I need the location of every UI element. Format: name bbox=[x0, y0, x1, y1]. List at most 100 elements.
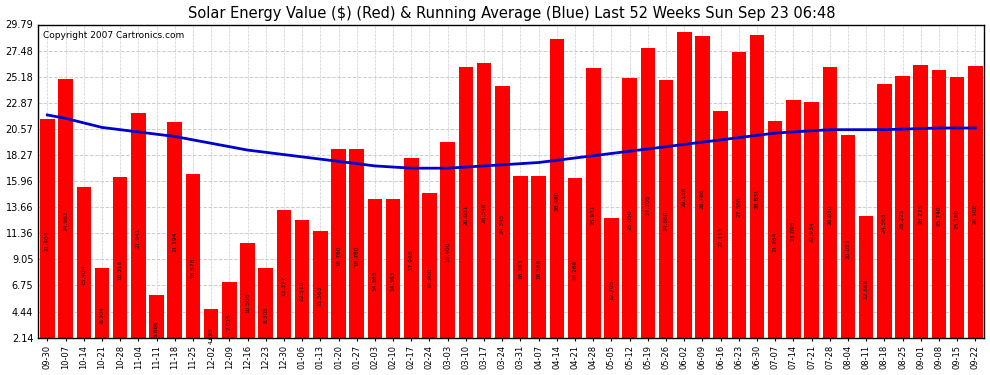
Bar bbox=[968, 66, 983, 362]
Text: 16.319: 16.319 bbox=[118, 259, 123, 279]
Bar bbox=[658, 80, 673, 362]
Bar bbox=[804, 102, 819, 362]
Bar bbox=[276, 210, 291, 362]
Bar bbox=[677, 32, 691, 362]
Text: 7.015: 7.015 bbox=[227, 314, 232, 330]
Bar bbox=[422, 193, 437, 362]
Text: 24.860: 24.860 bbox=[663, 211, 668, 231]
Text: 15.404: 15.404 bbox=[81, 264, 86, 285]
Text: 10.505: 10.505 bbox=[246, 292, 250, 313]
Bar bbox=[95, 268, 109, 362]
Bar bbox=[641, 48, 655, 362]
Text: 26.346: 26.346 bbox=[481, 202, 486, 223]
Text: 26.225: 26.225 bbox=[919, 203, 924, 223]
Bar bbox=[76, 188, 91, 362]
Text: 17.963: 17.963 bbox=[409, 250, 414, 270]
Text: 25.931: 25.931 bbox=[591, 205, 596, 225]
Text: 12.510: 12.510 bbox=[300, 281, 305, 301]
Text: 24.982: 24.982 bbox=[63, 210, 68, 231]
Bar bbox=[332, 149, 346, 362]
Bar bbox=[113, 177, 128, 362]
Bar bbox=[495, 86, 510, 362]
Bar bbox=[258, 268, 273, 362]
Text: 18.780: 18.780 bbox=[354, 245, 359, 266]
Bar bbox=[932, 70, 946, 362]
Text: 24.563: 24.563 bbox=[882, 213, 887, 233]
Bar bbox=[859, 216, 873, 362]
Text: 13.377: 13.377 bbox=[281, 276, 286, 296]
Bar bbox=[732, 52, 746, 362]
Bar bbox=[513, 176, 528, 362]
Text: 14.363: 14.363 bbox=[372, 270, 377, 291]
Text: 11.563: 11.563 bbox=[318, 286, 323, 306]
Bar bbox=[841, 135, 855, 362]
Bar bbox=[441, 142, 455, 362]
Text: 21.194: 21.194 bbox=[172, 232, 177, 252]
Bar bbox=[295, 220, 310, 362]
Bar bbox=[549, 39, 564, 362]
Text: 28.831: 28.831 bbox=[754, 188, 759, 209]
Text: 23.095: 23.095 bbox=[791, 221, 796, 242]
Bar bbox=[458, 67, 473, 362]
Bar bbox=[586, 68, 601, 362]
Bar bbox=[714, 111, 728, 362]
Text: 5.866: 5.866 bbox=[154, 320, 159, 337]
Text: 21.941: 21.941 bbox=[136, 227, 141, 248]
Bar bbox=[149, 296, 163, 362]
Bar bbox=[623, 78, 637, 362]
Bar bbox=[404, 158, 419, 362]
Text: 21.403: 21.403 bbox=[45, 230, 50, 251]
Bar bbox=[222, 282, 237, 362]
Text: 29.136: 29.136 bbox=[682, 187, 687, 207]
Bar bbox=[604, 218, 619, 362]
Title: Solar Energy Value ($) (Red) & Running Average (Blue) Last 52 Weeks Sun Sep 23 0: Solar Energy Value ($) (Red) & Running A… bbox=[188, 6, 836, 21]
Bar bbox=[131, 113, 146, 362]
Text: 16.578: 16.578 bbox=[190, 258, 195, 278]
Text: 26.030: 26.030 bbox=[828, 204, 833, 225]
Bar bbox=[823, 67, 838, 362]
Text: 14.363: 14.363 bbox=[391, 270, 396, 291]
Text: 16.383: 16.383 bbox=[518, 259, 523, 279]
Text: 26.031: 26.031 bbox=[463, 204, 468, 225]
Text: 26.100: 26.100 bbox=[973, 204, 978, 224]
Bar bbox=[386, 199, 400, 362]
Text: 28.480: 28.480 bbox=[554, 190, 559, 211]
Text: 19.400: 19.400 bbox=[446, 242, 450, 262]
Text: 4.693: 4.693 bbox=[209, 327, 214, 344]
Bar bbox=[204, 309, 219, 362]
Text: 14.900: 14.900 bbox=[427, 267, 432, 288]
Bar bbox=[532, 176, 545, 362]
Text: 16.389: 16.389 bbox=[537, 259, 542, 279]
Bar bbox=[58, 79, 73, 362]
Text: 25.180: 25.180 bbox=[954, 209, 959, 230]
Text: 12.868: 12.868 bbox=[863, 279, 868, 299]
Text: 25.050: 25.050 bbox=[627, 210, 633, 230]
Bar bbox=[167, 122, 182, 362]
Bar bbox=[949, 77, 964, 362]
Bar bbox=[349, 149, 364, 362]
Text: 24.345: 24.345 bbox=[500, 214, 505, 234]
Text: 8.305: 8.305 bbox=[263, 306, 268, 323]
Text: 27.705: 27.705 bbox=[645, 195, 650, 215]
Text: Copyright 2007 Cartronics.com: Copyright 2007 Cartronics.com bbox=[43, 31, 184, 40]
Bar bbox=[241, 243, 254, 362]
Text: 12.705: 12.705 bbox=[609, 280, 614, 300]
Bar bbox=[877, 84, 892, 362]
Text: 28.786: 28.786 bbox=[700, 189, 705, 209]
Bar bbox=[568, 178, 582, 362]
Bar bbox=[914, 65, 928, 362]
Text: 8.304: 8.304 bbox=[99, 306, 105, 323]
Bar bbox=[749, 35, 764, 362]
Text: 25.740: 25.740 bbox=[937, 206, 941, 226]
Text: 21.264: 21.264 bbox=[773, 231, 778, 252]
Bar bbox=[186, 174, 200, 362]
Bar bbox=[695, 36, 710, 362]
Text: 16.269: 16.269 bbox=[572, 260, 577, 280]
Bar bbox=[768, 121, 782, 362]
Text: 22.934: 22.934 bbox=[809, 222, 814, 242]
Text: 20.057: 20.057 bbox=[845, 238, 850, 258]
Bar bbox=[477, 63, 491, 362]
Text: 27.386: 27.386 bbox=[737, 196, 742, 217]
Text: 18.780: 18.780 bbox=[336, 245, 341, 266]
Bar bbox=[786, 100, 801, 362]
